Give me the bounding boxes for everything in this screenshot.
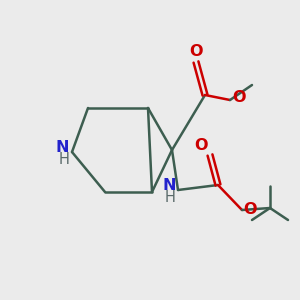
Text: O: O [243,202,256,217]
Text: H: H [58,152,69,167]
Text: O: O [189,44,203,59]
Text: O: O [232,91,245,106]
Text: O: O [194,138,208,153]
Text: N: N [56,140,69,155]
Text: H: H [165,190,176,206]
Text: N: N [163,178,176,194]
